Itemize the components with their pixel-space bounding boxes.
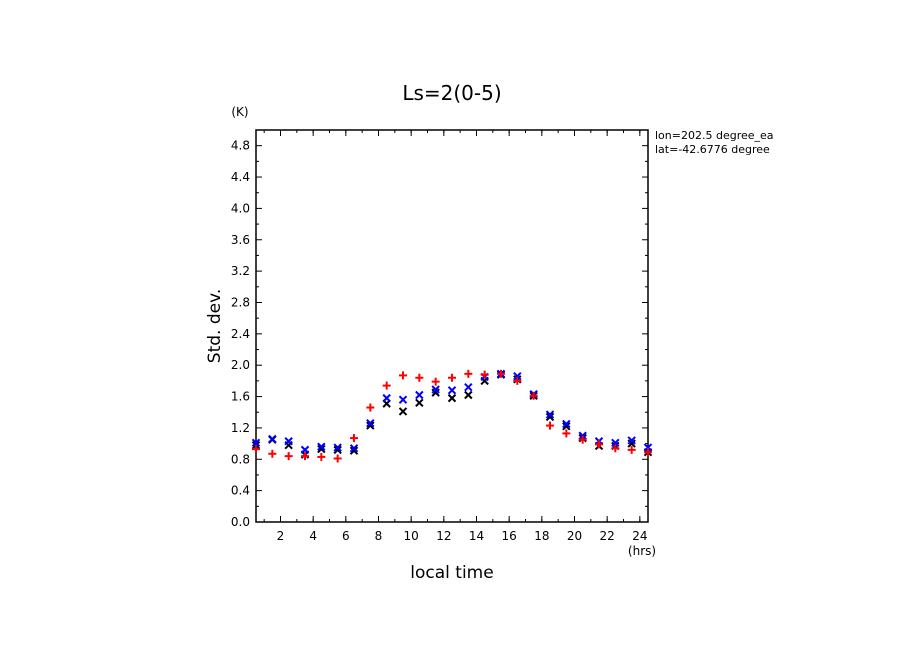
data-marks — [251, 369, 653, 463]
data-point — [382, 393, 391, 403]
data-point — [398, 395, 408, 404]
data-point — [317, 442, 326, 451]
data-point — [644, 448, 652, 457]
data-point — [366, 403, 375, 412]
y-tick-label: 0.8 — [231, 452, 250, 466]
data-point — [611, 438, 620, 448]
y-tick-label: 3.6 — [231, 233, 250, 247]
data-point — [317, 452, 326, 461]
x-tick-label: 20 — [567, 529, 582, 543]
data-point — [349, 446, 359, 455]
data-point — [464, 382, 473, 392]
data-point — [447, 393, 457, 403]
data-point — [399, 371, 407, 380]
data-point — [562, 422, 571, 431]
x-axis-label: local time — [410, 563, 493, 583]
data-point — [349, 444, 359, 453]
data-point — [350, 434, 358, 443]
data-point — [284, 452, 293, 461]
data-point — [382, 381, 391, 390]
x-tick-label: 18 — [534, 529, 549, 543]
data-point — [251, 438, 261, 448]
data-point — [464, 390, 473, 400]
data-point — [546, 421, 554, 430]
data-point — [513, 376, 522, 385]
data-point — [415, 398, 424, 408]
annotation-lon: lon=202.5 degree_ea — [655, 129, 774, 142]
y-tick-label: 0.0 — [231, 515, 250, 529]
y-tick-label: 4.4 — [231, 170, 250, 184]
y-tick-label: 0.4 — [231, 484, 250, 498]
x-tick-label: 12 — [436, 529, 451, 543]
x-tick-label: 6 — [342, 529, 350, 543]
chart-title: Ls=2(0-5) — [402, 81, 501, 105]
x-tick-label: 2 — [277, 529, 285, 543]
data-point — [611, 444, 620, 453]
x-tick-label: 24 — [632, 529, 647, 543]
data-point — [268, 434, 277, 444]
y-tick-label: 2.8 — [231, 295, 250, 309]
data-point — [415, 390, 424, 400]
data-point — [595, 440, 603, 449]
data-point — [578, 435, 587, 444]
x-unit-label: (hrs) — [628, 544, 656, 558]
y-tick-label: 4.8 — [231, 139, 250, 153]
y-tick-label: 4.0 — [231, 201, 250, 215]
y-unit-label: (K) — [231, 105, 248, 119]
annotation-lat: lat=-42.6776 degree — [655, 143, 770, 156]
data-point — [317, 444, 326, 454]
data-point — [333, 443, 342, 452]
data-point — [545, 412, 555, 422]
data-point — [627, 439, 636, 448]
data-point — [513, 371, 522, 381]
x-tick-label: 16 — [502, 529, 517, 543]
data-point — [398, 407, 408, 416]
data-point — [562, 419, 571, 429]
data-point — [284, 437, 293, 446]
data-point — [545, 410, 555, 419]
data-point — [366, 421, 375, 430]
data-point — [431, 385, 440, 394]
data-point — [480, 370, 489, 379]
x-tick-label: 22 — [600, 529, 615, 543]
data-point — [268, 449, 277, 458]
y-tick-label: 2.4 — [231, 327, 250, 341]
data-point — [448, 373, 456, 382]
y-tick-label: 3.2 — [231, 264, 250, 278]
data-point — [627, 445, 636, 454]
data-point — [431, 388, 440, 397]
data-point — [252, 445, 260, 454]
y-tick-label: 1.6 — [231, 390, 250, 404]
x-tick-label: 14 — [469, 529, 484, 543]
x-tick-label: 4 — [309, 529, 317, 543]
data-point — [497, 369, 505, 378]
axis-ticks: 2 4 6 8 10 12 14 16 18 20 22 240.00.40.81.21.62.02.… — [231, 130, 648, 543]
y-tick-label: 2.0 — [231, 358, 250, 372]
data-point — [300, 445, 310, 455]
data-point — [333, 445, 342, 455]
data-point — [529, 391, 538, 400]
y-axis-label: Std. dev. — [205, 289, 225, 363]
data-point — [562, 429, 571, 438]
data-point — [643, 443, 653, 452]
data-point — [366, 419, 375, 428]
data-point — [415, 373, 424, 382]
data-point — [464, 369, 473, 378]
data-point — [431, 377, 440, 386]
x-tick-label: 8 — [375, 529, 383, 543]
plot-frame — [255, 129, 649, 523]
data-point — [333, 454, 342, 463]
data-point — [627, 436, 636, 445]
data-point — [447, 386, 457, 395]
data-point — [301, 452, 309, 461]
y-tick-label: 1.2 — [231, 421, 250, 435]
x-tick-label: 10 — [404, 529, 419, 543]
